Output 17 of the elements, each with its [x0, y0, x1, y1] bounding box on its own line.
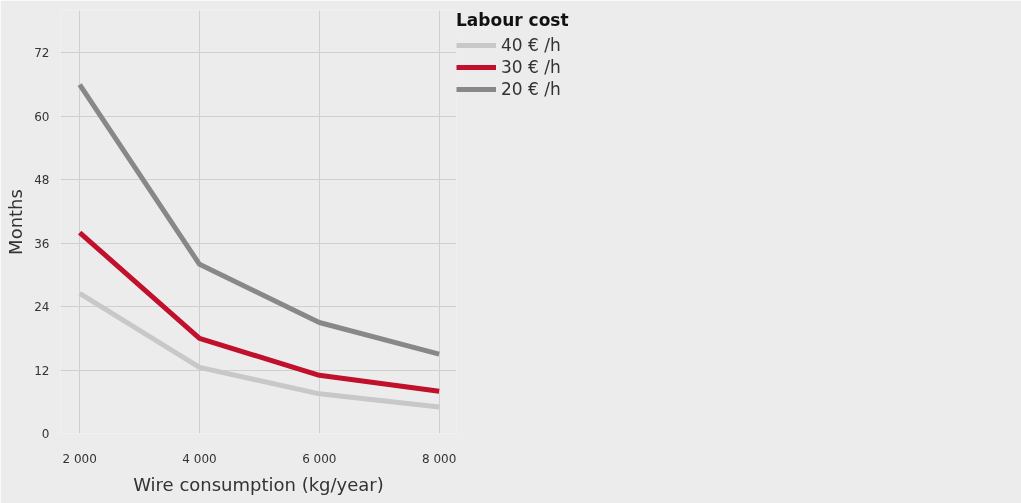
x-tick-label: 2 000	[62, 451, 97, 466]
y-tick-label: 60	[34, 109, 50, 124]
y-tick-label: 72	[34, 46, 50, 61]
y-axis-title: Months	[5, 189, 27, 255]
y-tick-label: 12	[34, 363, 50, 378]
legend-title: Labour cost	[456, 10, 569, 30]
x-tick-label: 4 000	[182, 451, 217, 466]
y-tick-label: 24	[34, 300, 50, 315]
y-tick-label: 36	[34, 236, 50, 251]
legend-label: 30 € /h	[501, 57, 561, 77]
y-tick-label: 48	[34, 173, 50, 188]
x-tick-label: 6 000	[302, 451, 337, 466]
legend-label: 40 € /h	[501, 35, 561, 55]
x-tick-label: 8 000	[421, 451, 457, 466]
legend-label: 20 € /h	[501, 79, 561, 99]
x-axis-title: Wire consumption (kg/year)	[133, 473, 384, 495]
y-tick-label: 0	[41, 427, 50, 441]
